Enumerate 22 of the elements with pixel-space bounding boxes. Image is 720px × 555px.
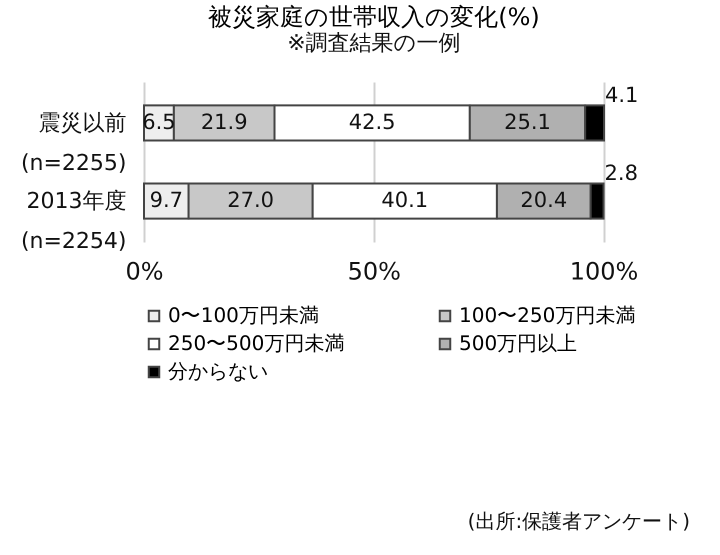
- x-tick-label: 100%: [570, 258, 638, 286]
- x-tick-label: 0%: [125, 258, 164, 286]
- x-tick-label: 50%: [348, 258, 401, 286]
- chart-subtitle: ※調査結果の一例: [287, 31, 461, 56]
- data-label: 20.4: [520, 188, 568, 212]
- data-label: 9.7: [150, 188, 183, 212]
- data-label: 40.1: [381, 188, 428, 212]
- legend-label: 100〜250万円未満: [459, 303, 636, 327]
- chart-title: 被災家庭の世帯収入の変化(%): [208, 3, 540, 31]
- legend-label: 500万円以上: [459, 331, 578, 355]
- y-tick-label: 震災以前 (n=2255): [20, 110, 126, 176]
- data-label: 27.0: [227, 188, 274, 212]
- text: (出所:保護者アンケート): [468, 508, 690, 535]
- legend-label: 250〜500万円未満: [168, 331, 344, 355]
- data-label: 42.5: [348, 110, 396, 134]
- y-tick-label: 2013年度 (n=2254): [20, 189, 126, 254]
- legend-label: 分からない: [168, 359, 268, 383]
- data-label: 25.1: [504, 110, 551, 134]
- data-label: 2.8: [604, 161, 638, 186]
- data-label: 21.9: [200, 110, 248, 134]
- data-label: 4.1: [605, 82, 638, 107]
- legend-label: 0〜100万円未満: [168, 303, 319, 327]
